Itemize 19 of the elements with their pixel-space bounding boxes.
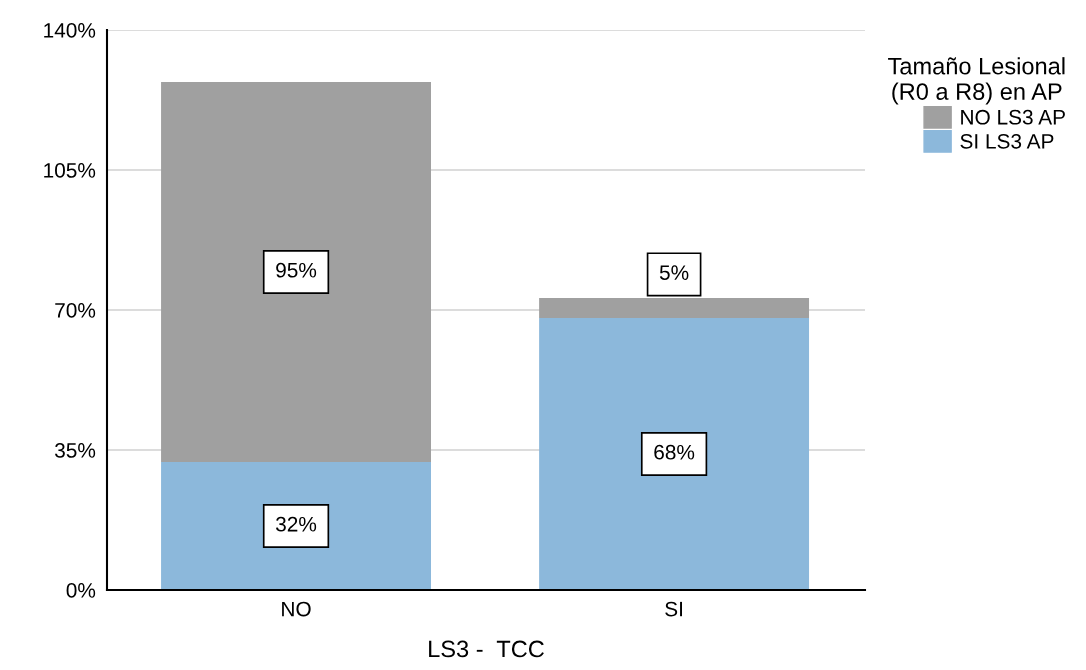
data-label: 95% bbox=[276, 262, 317, 278]
bar bbox=[539, 318, 810, 590]
y-tick-label: 0% bbox=[66, 583, 96, 598]
x-tick-label: NO bbox=[282, 601, 311, 617]
legend-title: Tamaño Lesional (R0 a R8) en AP bbox=[888, 57, 1065, 105]
bar bbox=[539, 298, 810, 318]
data-label: 5% bbox=[659, 265, 689, 280]
data-label: 32% bbox=[275, 516, 317, 532]
y-tick-label: 140% bbox=[44, 23, 96, 38]
y-tick-label: 70% bbox=[55, 303, 96, 318]
x-axis-title: LS3 - TCC bbox=[429, 640, 544, 658]
bar bbox=[161, 462, 431, 590]
legend-label: SI LS3 AP bbox=[960, 133, 1054, 149]
y-tick-label: 35% bbox=[54, 443, 96, 458]
bar bbox=[161, 82, 431, 462]
data-label: 68% bbox=[654, 444, 695, 460]
x-tick-label: SI bbox=[665, 601, 682, 617]
legend-label: NO LS3 AP bbox=[961, 109, 1065, 125]
y-tick-label: 105% bbox=[44, 163, 96, 178]
